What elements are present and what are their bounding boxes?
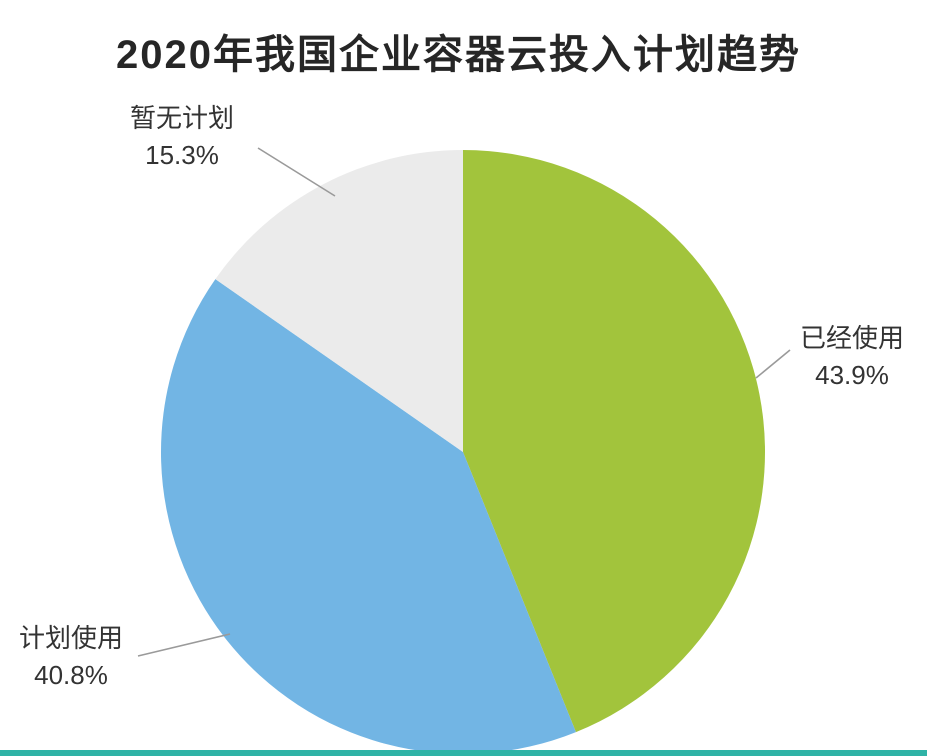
slice-label-used: 已经使用 43.9% xyxy=(786,320,918,394)
slice-label-planned-value: 40.8% xyxy=(34,660,108,690)
pie-slice-2 xyxy=(215,150,463,452)
slice-label-used-value: 43.9% xyxy=(815,360,889,390)
slice-label-no-plan-name: 暂无计划 xyxy=(129,103,234,133)
callout-line-planned xyxy=(137,633,231,657)
footer-accent-bar xyxy=(0,750,927,756)
pie-slice-group xyxy=(160,150,766,755)
callout-line-used xyxy=(755,349,791,379)
slice-label-planned-name: 计划使用 xyxy=(18,623,123,653)
chart-title: 2020年我国企业容器云投入计划趋势 xyxy=(116,33,801,77)
slice-label-no-plan-value: 15.3% xyxy=(145,140,219,170)
pie-slice-0 xyxy=(463,150,766,733)
slice-label-used-name: 已经使用 xyxy=(799,323,904,353)
callout-line-no-plan xyxy=(257,147,336,197)
pie-slice-1 xyxy=(160,279,576,755)
slice-label-no-plan: 暂无计划 15.3% xyxy=(103,100,261,174)
slice-label-planned: 计划使用 40.8% xyxy=(0,620,142,694)
